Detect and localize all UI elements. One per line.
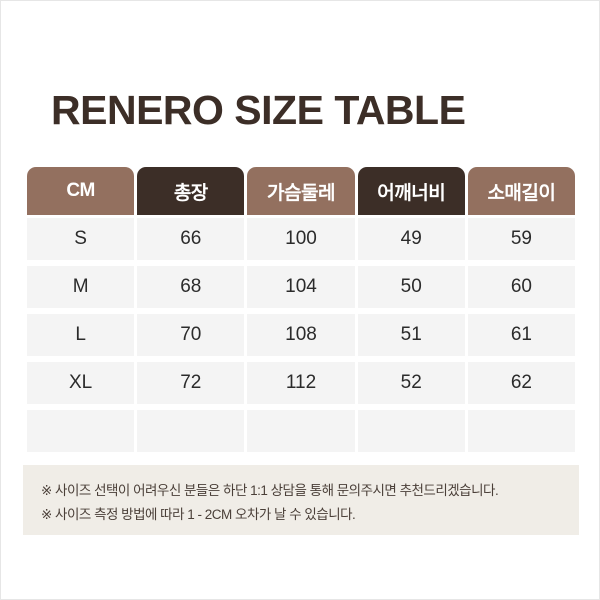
cell-sleeve: 61 — [467, 314, 576, 356]
size-table: CM 총장 가슴둘레 어깨너비 소매길이 S 66 100 49 59 M 68… — [27, 167, 576, 455]
cell-size — [27, 410, 135, 452]
cell-size: M — [27, 266, 135, 308]
cell-chest: 108 — [247, 314, 355, 356]
note-line-tolerance: ※ 사이즈 측정 방법에 따라 1 - 2CM 오차가 날 수 있습니다. — [41, 507, 356, 522]
cell-sleeve: 60 — [467, 266, 576, 308]
cell-shoulder: 49 — [357, 218, 465, 260]
cell-chest: 104 — [247, 266, 355, 308]
notes-panel: ※ 사이즈 선택이 어려우신 분들은 하단 1:1 상담을 통해 문의주시면 추… — [23, 465, 579, 535]
cell-sleeve — [467, 410, 576, 452]
cell-length: 72 — [137, 362, 245, 404]
cell-chest: 100 — [247, 218, 355, 260]
table-row: S 66 100 49 59 — [27, 218, 576, 263]
table-row: XL 72 112 52 62 — [27, 362, 576, 407]
cell-length: 68 — [137, 266, 245, 308]
page-title: RENERO SIZE TABLE — [51, 87, 466, 133]
column-header-length: 총장 — [137, 167, 245, 215]
column-header-sleeve: 소매길이 — [467, 167, 576, 215]
note-line-consultation: ※ 사이즈 선택이 어려우신 분들은 하단 1:1 상담을 통해 문의주시면 추… — [41, 483, 499, 498]
cell-length: 66 — [137, 218, 245, 260]
column-header-chest: 가슴둘레 — [247, 167, 355, 215]
table-row: M 68 104 50 60 — [27, 266, 576, 311]
cell-length: 70 — [137, 314, 245, 356]
cell-sleeve: 59 — [467, 218, 576, 260]
cell-chest — [247, 410, 355, 452]
cell-shoulder — [357, 410, 465, 452]
table-row-empty — [27, 410, 576, 455]
table-row: L 70 108 51 61 — [27, 314, 576, 359]
cell-shoulder: 51 — [357, 314, 465, 356]
cell-size: XL — [27, 362, 135, 404]
cell-length — [137, 410, 245, 452]
column-header-cm: CM — [27, 167, 135, 215]
cell-size: S — [27, 218, 135, 260]
cell-chest: 112 — [247, 362, 355, 404]
cell-shoulder: 50 — [357, 266, 465, 308]
cell-sleeve: 62 — [467, 362, 576, 404]
column-header-shoulder: 어깨너비 — [357, 167, 465, 215]
table-header-row: CM 총장 가슴둘레 어깨너비 소매길이 — [27, 167, 576, 215]
cell-size: L — [27, 314, 135, 356]
cell-shoulder: 52 — [357, 362, 465, 404]
